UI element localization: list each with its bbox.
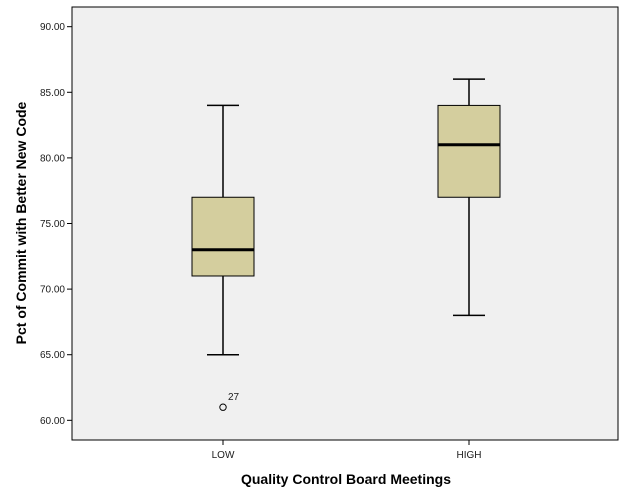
outlier-label: 27 — [228, 392, 240, 403]
y-tick-label: 85.00 — [40, 88, 65, 99]
y-tick-label: 75.00 — [40, 219, 65, 230]
x-axis-title: Quality Control Board Meetings — [241, 471, 451, 487]
y-tick-label: 60.00 — [40, 416, 65, 427]
x-axis: LOW HIGH — [212, 440, 482, 461]
y-tick-label: 70.00 — [40, 285, 65, 296]
box-iqr — [191, 196, 255, 277]
outlier-point — [219, 403, 227, 411]
box-group-low: 27 — [191, 104, 255, 411]
x-tick-label: HIGH — [457, 450, 482, 461]
y-axis-title: Pct of Commit with Better New Code — [13, 101, 29, 344]
x-tick-label: LOW — [212, 450, 235, 461]
y-axis: 60.00 65.00 70.00 75.00 80.00 85.00 90.00 — [40, 22, 72, 427]
box-iqr — [437, 104, 501, 198]
box-group-high — [437, 78, 501, 317]
y-tick-label: 80.00 — [40, 153, 65, 164]
y-tick-label: 90.00 — [40, 22, 65, 33]
y-tick-label: 65.00 — [40, 350, 65, 361]
boxes: 27 — [191, 78, 501, 411]
plot-area — [71, 6, 619, 441]
